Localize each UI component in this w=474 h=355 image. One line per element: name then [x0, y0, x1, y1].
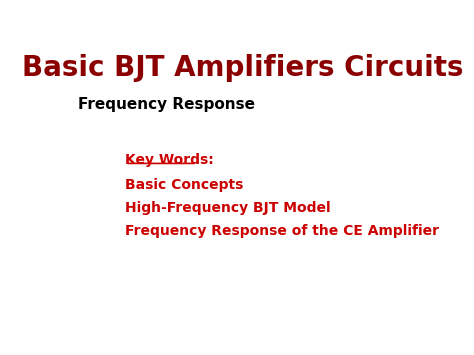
Text: Frequency Response: Frequency Response [78, 97, 255, 112]
Text: Frequency Response of the CE Amplifier: Frequency Response of the CE Amplifier [125, 224, 439, 238]
Text: High-Frequency BJT Model: High-Frequency BJT Model [125, 201, 331, 215]
Text: Basic Concepts: Basic Concepts [125, 178, 244, 192]
Text: Key Words:: Key Words: [125, 153, 214, 167]
Text: Basic BJT Amplifiers Circuits: Basic BJT Amplifiers Circuits [22, 54, 464, 82]
